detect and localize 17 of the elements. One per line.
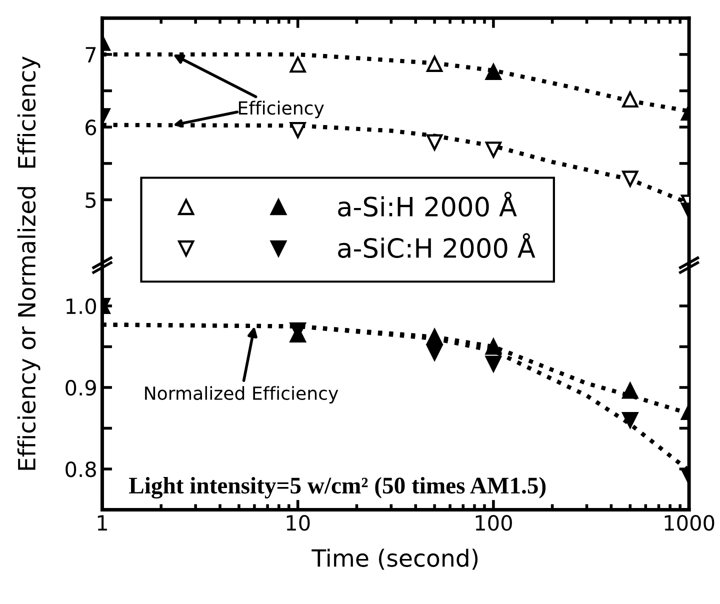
annotation: Light intensity=5 w/cm² (50 times AM1.5) — [129, 476, 546, 499]
x-tick-label: 10 — [286, 515, 310, 531]
x-tick-label: 1000 — [664, 515, 714, 531]
x-axis-title: Time (second) — [312, 548, 478, 570]
annotation: Normalized Efficiency — [145, 386, 338, 404]
y-tick-label: 0.9 — [66, 380, 96, 396]
y-axis-title: Efficiency or Normalized Efficiency — [17, 56, 40, 470]
x-tick-label: 1 — [98, 515, 107, 530]
y-tick-label: 6 — [86, 120, 96, 136]
y-tick-label: 0.8 — [66, 461, 96, 478]
legend-label: a-Si:H 2000 Å — [338, 192, 517, 217]
y-tick-label: 1.0 — [66, 298, 96, 314]
y-tick-label: 5 — [86, 192, 96, 208]
y-tick-label: 7 — [86, 47, 96, 62]
legend-label: a-SiC:H 2000 Å — [338, 233, 536, 258]
x-tick-label: 100 — [476, 515, 512, 531]
annotation: Efficiency — [238, 100, 324, 118]
